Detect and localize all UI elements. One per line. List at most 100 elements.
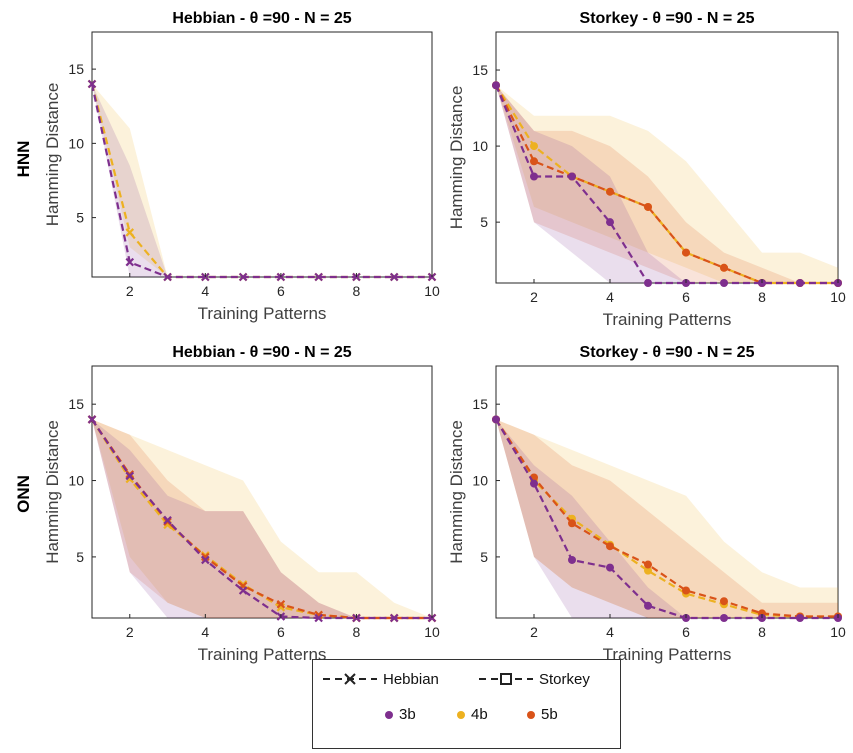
point-3b-7	[314, 272, 323, 282]
x-tick-label: 4	[606, 624, 614, 640]
legend-hebbian-line-icon	[323, 673, 377, 685]
chart-panel-4: 2 4 6 8 10 5 10 15 Storkey - θ =90 - N = 25 Train…	[447, 344, 846, 664]
point-3b-1	[492, 415, 500, 424]
x-tick-label: 8	[758, 289, 766, 305]
point-5b-6	[682, 248, 690, 257]
point-3b-2	[125, 471, 135, 481]
point-3b-1	[87, 415, 97, 424]
x-tick-label: 4	[606, 289, 614, 305]
x-tick-label: 8	[353, 283, 361, 299]
legend-5b-dot-icon	[527, 710, 535, 719]
chart-panel-3: 2 4 6 8 10 5 10 15 Hebbian - θ =90 - N = 25 Train…	[43, 344, 440, 664]
point-3b-5	[238, 272, 248, 282]
legend-entry-hebbian: Hebbian	[321, 670, 439, 688]
y-axis-label: Hamming Distance	[447, 86, 466, 230]
legend-3b-dot-icon	[385, 710, 393, 719]
x-tick-label: 2	[126, 624, 134, 640]
point-3b-9	[796, 614, 804, 622]
series-line-3b	[495, 418, 838, 620]
band-5b	[496, 85, 838, 283]
point-3b-5	[238, 586, 248, 595]
plot-area	[495, 31, 839, 284]
legend-line-row: Hebbian Storkey	[313, 670, 620, 692]
y-tick-label: 15	[472, 62, 488, 78]
point-3b-1	[492, 81, 500, 90]
series-line-3b	[91, 418, 432, 620]
legend: Hebbian Storkey 3b 4b 5b	[312, 659, 621, 749]
x-tick-label: 8	[758, 624, 766, 640]
legend-entry-4b: 4b	[455, 706, 488, 723]
point-3b-3	[163, 515, 172, 525]
band-5b	[496, 419, 838, 618]
point-5b-7	[720, 263, 728, 272]
y-tick-label: 5	[76, 210, 84, 226]
x-tick-label: 6	[277, 624, 285, 640]
x-tick-label: 6	[277, 283, 285, 299]
y-tick-label: 5	[480, 549, 488, 565]
legend-storkey-line-icon	[479, 673, 533, 685]
chart-panel-2: 2 4 6 8 10 5 10 15 Storkey - θ =90 - N = 25 Train…	[447, 10, 846, 329]
point-5b-5	[644, 202, 652, 211]
point-3b-9	[796, 279, 804, 287]
point-3b-9	[389, 613, 399, 623]
series-line-5b	[495, 418, 838, 618]
point-3b-3	[163, 272, 172, 282]
x-axis-label: Training Patterns	[603, 645, 732, 664]
legend-entry-3b: 3b	[383, 706, 416, 723]
band-4b	[496, 85, 838, 283]
row-label-onn: ONN	[14, 475, 33, 513]
y-tick-label: 5	[76, 549, 84, 565]
point-4b-2	[125, 228, 135, 237]
x-tick-label: 8	[353, 624, 361, 640]
point-3b-7	[720, 614, 728, 622]
point-3b-3	[568, 172, 576, 181]
legend-color-row: 3b 4b 5b	[313, 706, 620, 728]
chart-title: Storkey - θ =90 - N = 25	[580, 344, 755, 361]
y-tick-label: 10	[472, 138, 488, 154]
point-5b-3	[568, 519, 576, 528]
y-axis-label: Hamming Distance	[43, 83, 62, 227]
point-3b-7	[720, 279, 728, 287]
row-label-hnn: HNN	[14, 141, 33, 178]
x-tick-label: 4	[201, 283, 209, 299]
point-5b-6	[276, 599, 286, 609]
x-tick-label: 2	[530, 289, 538, 305]
legend-entry-5b: 5b	[525, 706, 558, 723]
legend-label-5b: 5b	[541, 706, 558, 723]
x-tick-label: 2	[126, 283, 134, 299]
point-3b-2	[125, 257, 135, 267]
band-3b	[92, 419, 432, 618]
point-5b-7	[720, 597, 728, 606]
plot-area	[495, 365, 839, 619]
point-4b-5	[644, 566, 652, 575]
y-tick-label: 15	[68, 61, 84, 77]
plot-area	[91, 31, 433, 278]
chart-title: Hebbian - θ =90 - N = 25	[172, 10, 351, 27]
band-5b	[92, 419, 432, 618]
x-tick-label: 10	[830, 624, 846, 640]
band-4b	[92, 419, 432, 618]
point-5b-5	[644, 560, 652, 569]
chart-panel-1: 2 4 6 8 10 5 10 15 Hebbian - θ =90 - N = 25 Train…	[43, 10, 440, 323]
legend-entry-storkey: Storkey	[477, 670, 590, 688]
x-axis-label: Training Patterns	[198, 304, 327, 323]
x-tick-label: 4	[201, 624, 209, 640]
y-axis-label: Hamming Distance	[447, 420, 466, 564]
x-axis-label: Training Patterns	[603, 310, 732, 329]
chart-panels: 2 4 6 8 10 5 10 15 Hebbian - θ =90 - N = 25 Train…	[43, 10, 846, 664]
y-tick-label: 15	[472, 396, 488, 412]
band-3b	[496, 419, 838, 618]
x-tick-label: 10	[830, 289, 846, 305]
point-3b-4	[606, 563, 614, 572]
x-tick-label: 6	[682, 289, 690, 305]
y-axis-label: Hamming Distance	[43, 420, 62, 564]
x-tick-label: 10	[424, 283, 440, 299]
y-tick-label: 15	[68, 396, 84, 412]
legend-label-4b: 4b	[471, 706, 488, 723]
chart-title: Storkey - θ =90 - N = 25	[580, 10, 755, 27]
point-3b-3	[568, 555, 576, 564]
point-4b-2	[530, 142, 538, 151]
point-3b-4	[201, 555, 210, 565]
x-tick-label: 10	[424, 624, 440, 640]
